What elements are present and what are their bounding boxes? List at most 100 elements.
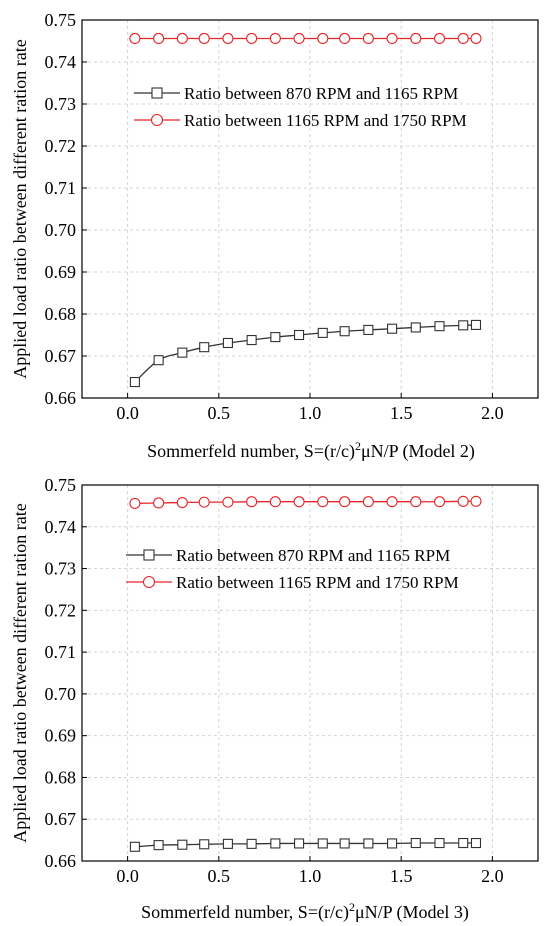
data-point-circle [176,32,188,45]
data-point-circle [293,32,305,45]
data-point-square [317,838,328,849]
y-tick-label: 0.68 [45,304,77,324]
data-point-square [129,841,140,852]
data-point-square [153,840,164,851]
data-point-square [410,322,421,333]
data-point-circle [176,496,188,509]
data-point-square [177,839,188,850]
legend: Ratio between 870 RPM and 1165 RPM Ratio … [134,84,467,130]
y-tick-label: 0.66 [45,388,77,408]
data-point-square [410,837,421,849]
legend-marker-square [151,87,163,99]
y-axis-label: Applied load ratio between different rat… [10,503,30,843]
series-1 [129,319,482,388]
data-point-circle [386,496,398,508]
grid [82,484,538,862]
grid [82,19,538,399]
data-point-circle [339,32,351,45]
data-point-square [294,329,305,341]
data-point-circle [222,496,234,508]
legend-marker-circle [150,113,164,127]
x-tick-label: 1.0 [299,866,322,886]
data-point-circle [410,496,422,508]
y-tick-label: 0.74 [45,52,77,72]
y-tick-label: 0.67 [45,346,77,366]
data-point-circle [470,32,482,45]
data-point-square [363,838,374,849]
data-point-circle [457,32,469,45]
data-point-square [177,347,188,358]
data-point-square [387,323,398,334]
y-tick-label: 0.73 [45,94,77,114]
data-point-circle [433,32,446,45]
data-point-circle [129,497,141,509]
data-point-circle [222,32,234,45]
y-tick-label: 0.71 [45,178,77,198]
data-point-circle [470,495,482,507]
data-point-square [246,838,257,849]
legend-label: Ratio between 870 RPM and 1165 RPM [184,84,458,103]
data-point-square [270,838,281,849]
data-point-circle [269,32,281,45]
series-2 [129,32,482,45]
series-line [134,500,476,505]
data-point-circle [246,496,258,508]
y-tick-label: 0.68 [45,767,77,787]
x-tick-label: 0.0 [116,866,139,886]
series-line [134,324,477,383]
y-tick-label: 0.69 [45,262,77,282]
data-point-circle [198,496,210,508]
data-point-square [199,342,210,353]
data-point-circle [362,32,374,45]
data-point-square [294,838,305,849]
data-point-circle [269,496,281,508]
data-point-square [458,320,469,331]
data-point-square [470,319,482,330]
legend-marker-square [143,549,155,561]
series-1 [129,837,482,852]
data-point-circle [433,496,446,508]
y-tick-label: 0.73 [45,559,77,579]
data-point-square [129,376,140,388]
x-tick-label: 0.5 [208,866,231,886]
data-point-square [339,326,350,337]
y-tick-label: 0.75 [45,475,77,495]
data-point-square [434,321,445,332]
y-axis-label: Applied load ratio between different rat… [10,39,30,379]
y-tick-label: 0.67 [45,809,77,829]
y-tick-label: 0.74 [45,517,77,537]
data-point-square [387,838,398,849]
data-point-circle [339,496,351,508]
data-point-circle [129,32,141,45]
chart-2: 0.0 0.5 1.0 1.5 2.0 0.66 0.67 0.68 0.69 0.70 0.71 0… [10,475,539,923]
y-tick-label: 0.66 [45,851,77,871]
x-tick-label: 2.0 [481,866,504,886]
data-point-circle [386,32,398,45]
legend-label: Ratio between 1165 RPM and 1750 RPM [176,573,459,592]
legend-label: Ratio between 870 RPM and 1165 RPM [176,546,450,565]
data-point-square [222,337,233,349]
data-point-square [339,838,350,849]
y-tick-label: 0.75 [45,10,77,30]
data-point-circle [410,32,422,45]
x-tick-label: 0.5 [208,403,231,423]
data-point-square [199,839,210,850]
data-point-circle [317,496,329,508]
legend: Ratio between 870 RPM and 1165 RPM Ratio … [126,546,459,592]
data-point-circle [457,495,469,507]
data-point-square [434,837,445,849]
y-tick-label: 0.69 [45,726,77,746]
y-tick-label: 0.72 [45,600,77,620]
x-tick-label: 1.5 [390,403,413,423]
data-point-square [222,838,233,849]
legend-label: Ratio between 1165 RPM and 1750 RPM [184,111,467,130]
x-axis-label: Sommerfeld number, S=(r/c)2μN/P (Model 3… [141,900,469,923]
y-tick-label: 0.70 [45,220,77,240]
y-tick-label: 0.71 [45,642,77,662]
data-point-square [458,837,469,849]
series-line [134,842,476,848]
data-point-circle [317,32,329,45]
data-point-square [153,355,164,366]
x-tick-label: 0.0 [116,403,139,423]
